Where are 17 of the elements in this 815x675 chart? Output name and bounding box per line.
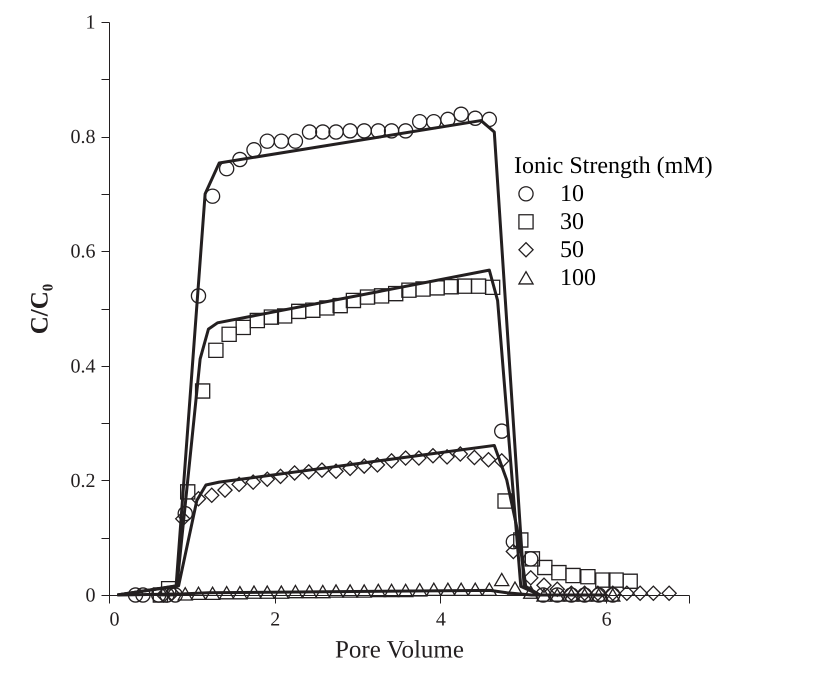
y-tick-label: 0.6	[70, 240, 96, 263]
legend-label: 30	[560, 208, 584, 235]
legend-label: 50	[560, 236, 584, 263]
y-tick-label: 0	[86, 584, 96, 606]
x-tick-label: 2	[270, 608, 280, 630]
x-tick-label: 0	[110, 608, 120, 630]
y-tick-label: 1	[86, 12, 96, 34]
legend-label: 10	[560, 180, 584, 207]
y-axis-title: C/C₀	[26, 284, 54, 334]
x-tick-label: 4	[436, 608, 446, 630]
legend-label: 100	[560, 264, 596, 291]
y-tick-label: 0.4	[70, 355, 96, 378]
x-tick-label: 6	[602, 608, 612, 630]
y-tick-label: 0.2	[70, 470, 96, 492]
legend-title: Ionic Strength (mM)	[514, 152, 713, 179]
x-axis-title: Pore Volume	[335, 636, 464, 664]
y-tick-label: 0.8	[70, 126, 96, 148]
